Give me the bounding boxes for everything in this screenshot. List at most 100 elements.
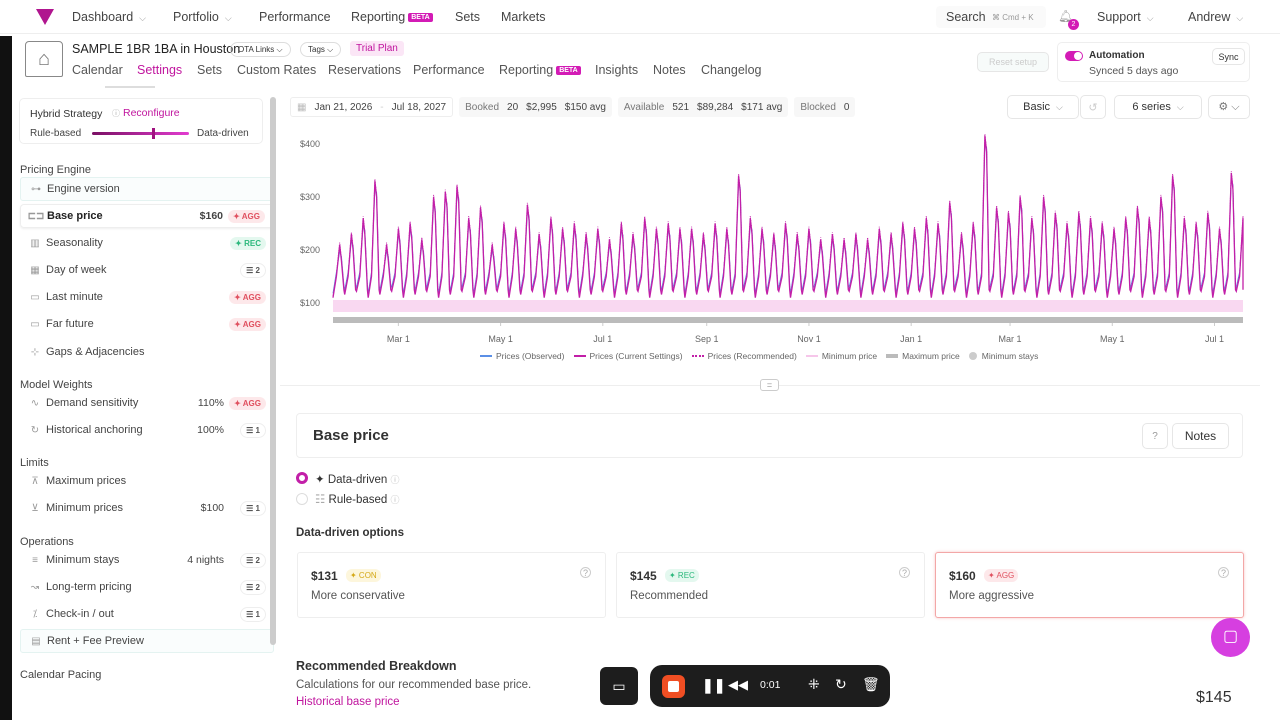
nav-performance[interactable]: Performance xyxy=(259,10,331,24)
camera-icon[interactable]: ▭ xyxy=(600,667,638,705)
sidebar-item-far-future[interactable]: ▭ Far future ✦ AGG xyxy=(20,312,274,336)
tab-custom-rates[interactable]: Custom Rates xyxy=(237,63,317,77)
sidebar-item-long-term-pricing[interactable]: ↝ Long-term pricing ☰ 2 xyxy=(20,575,274,599)
sidebar-item-minimum-stays[interactable]: ≡ Minimum stays 4 nights ☰ 2 xyxy=(20,548,274,572)
reset-icon[interactable]: ↺ xyxy=(1080,95,1106,119)
engine-icon: ⊶ xyxy=(31,183,41,195)
long-term-icon: ↝ xyxy=(30,581,40,593)
nav-reporting[interactable]: Reporting BETA xyxy=(351,10,433,24)
x-tick-label: Jan 1 xyxy=(900,334,922,344)
sidebar-item-rent-fee-preview[interactable]: ▤ Rent + Fee Preview xyxy=(20,629,274,653)
series-observed-line xyxy=(332,142,1244,294)
sidebar-item-label: Demand sensitivity xyxy=(46,397,139,409)
nav-dashboard[interactable]: Dashboard ⌵ xyxy=(72,10,146,24)
notes-button[interactable]: Notes xyxy=(1172,423,1229,449)
tab-notes[interactable]: Notes xyxy=(653,63,686,77)
chart-settings-icon[interactable]: ⚙ ⌵ xyxy=(1208,95,1250,119)
tab-reporting[interactable]: Reporting BETA xyxy=(499,63,581,77)
sidebar-item-label: Rent + Fee Preview xyxy=(47,635,144,647)
user-menu[interactable]: Andrew ⌵ xyxy=(1188,10,1244,24)
nav-portfolio[interactable]: Portfolio ⌵ xyxy=(173,10,232,24)
tab-performance[interactable]: Performance xyxy=(413,63,485,77)
tab-calendar[interactable]: Calendar xyxy=(72,63,123,77)
gaps-icon: ⊹ xyxy=(30,346,40,358)
tab-insights[interactable]: Insights xyxy=(595,63,639,77)
help-icon[interactable]: ? xyxy=(1142,423,1168,449)
booked-stats: Booked 20 $2,995 $150 avg xyxy=(459,97,612,117)
sidebar-item-day-of-week[interactable]: ▦ Day of week ☰ 2 xyxy=(20,258,274,282)
available-stats: Available 521 $89,284 $171 avg xyxy=(617,97,789,117)
tab-changelog[interactable]: Changelog xyxy=(701,63,762,77)
search-button[interactable]: Search ⌘ Cmd + K xyxy=(936,6,1046,28)
pause-button[interactable]: ❚❚ xyxy=(702,677,726,693)
restart-icon[interactable]: ↻ xyxy=(835,676,847,692)
chat-icon[interactable]: ▢ xyxy=(1211,618,1250,657)
sidebar-item-badge: ☰ 2 xyxy=(240,579,266,595)
strategy-slider[interactable] xyxy=(92,128,189,139)
series-recommended-line xyxy=(332,133,1244,296)
nav-sets[interactable]: Sets xyxy=(455,10,481,24)
breakdown-desc: Calculations for our recommended base pr… xyxy=(296,679,532,691)
radio-rule-based[interactable] xyxy=(296,493,308,505)
recorder-toolbar: ❚❚ ◀◀ 0:01 ⁜ ↻ 🗑︎ xyxy=(650,665,890,707)
x-tick-label: May 1 xyxy=(488,334,513,344)
historical-base-price-link[interactable]: Historical base price xyxy=(296,696,400,708)
trash-icon[interactable]: 🗑︎ xyxy=(862,676,880,692)
reset-setup-button[interactable]: Reset setup xyxy=(977,52,1049,72)
resize-handle[interactable]: = xyxy=(760,379,779,391)
sidebar-item-label: Historical anchoring xyxy=(46,424,143,436)
sidebar-item-historical-anchoring[interactable]: ↻ Historical anchoring 100% ☰ 1 xyxy=(20,418,274,442)
tab-reservations[interactable]: Reservations xyxy=(328,63,401,77)
date-range-picker[interactable]: ▦ Jan 21, 2026- Jul 18, 2027 xyxy=(290,97,454,117)
sidebar-scrollbar[interactable] xyxy=(270,97,276,645)
sidebar-item-badge: ✦ AGG xyxy=(229,317,266,331)
logo-icon[interactable] xyxy=(36,9,54,25)
sidebar-item-last-minute[interactable]: ▭ Last minute ✦ AGG xyxy=(20,285,274,309)
sidebar-item-badge: ✦ AGG xyxy=(228,209,265,223)
sync-button[interactable]: Sync xyxy=(1212,48,1245,65)
radio-data-driven[interactable] xyxy=(296,472,308,484)
tab-sets[interactable]: Sets xyxy=(197,63,223,77)
sidebar-item-label: Seasonality xyxy=(46,237,103,249)
sidebar-item-badge: ✦ AGG xyxy=(229,290,266,304)
support-menu[interactable]: Support ⌵ xyxy=(1097,10,1154,24)
rewind-button[interactable]: ◀◀ xyxy=(728,677,748,692)
settings-sidebar: Hybrid Strategy ⓘ Reconfigure Rule-based… xyxy=(12,90,274,720)
sidebar-item-minimum-prices[interactable]: ⊻ Minimum prices $100 ☰ 1 xyxy=(20,496,274,520)
tags-dropdown[interactable]: Tags ⌵ xyxy=(300,42,342,57)
sidebar-item-engine-version[interactable]: ⊶ Engine version xyxy=(20,177,274,201)
sidebar-item-label: Maximum prices xyxy=(46,475,127,487)
grid-icon[interactable]: ⁜ xyxy=(808,676,820,692)
x-tick-label: Sep 1 xyxy=(695,334,719,344)
sidebar-item-seasonality[interactable]: ▥ Seasonality ✦ REC xyxy=(20,231,274,255)
automation-toggle[interactable] xyxy=(1065,51,1083,61)
sidebar-item-demand-sensitivity[interactable]: ∿ Demand sensitivity 110% ✦ AGG xyxy=(20,391,274,415)
sidebar-section-heading: Pricing Engine xyxy=(20,164,91,176)
ota-links-dropdown[interactable]: OTA Links ⌵ xyxy=(230,42,291,57)
view-dropdown[interactable]: Basic ⌵ xyxy=(1007,95,1079,119)
nav-markets[interactable]: Markets xyxy=(501,10,546,24)
sidebar-item-label: Minimum prices xyxy=(46,502,124,514)
sidebar-item-check-in-out[interactable]: ⁒ Check-in / out ☰ 1 xyxy=(20,602,274,626)
x-tick-label: Mar 1 xyxy=(387,334,410,344)
help-icon: ? xyxy=(1218,567,1229,578)
option-card-conservative[interactable]: $131 ✦ CON More conservative? xyxy=(297,552,606,618)
automation-panel: Automation Synced 5 days ago Sync xyxy=(1057,42,1250,82)
sidebar-item-badge: ☰ 1 xyxy=(240,500,266,516)
sidebar-item-badge: ☰ 1 xyxy=(240,606,266,622)
tab-settings[interactable]: Settings xyxy=(137,63,183,77)
option-card-recommended[interactable]: $145 ✦ REC Recommended? xyxy=(616,552,925,618)
series-dropdown[interactable]: 6 series ⌵ xyxy=(1114,95,1202,119)
sidebar-item-maximum-prices[interactable]: ⊼ Maximum prices xyxy=(20,469,274,493)
notification-count: 2 xyxy=(1068,19,1079,30)
sidebar-item-label: Engine version xyxy=(47,183,120,195)
help-icon[interactable]: ⓘ xyxy=(112,109,120,118)
option-card-aggressive[interactable]: $160 ✦ AGG More aggressive? xyxy=(935,552,1244,618)
breakdown-title: Recommended Breakdown xyxy=(296,659,457,673)
sidebar-item-gaps-adjacencies[interactable]: ⊹ Gaps & Adjacencies xyxy=(20,340,274,364)
x-tick-label: Mar 1 xyxy=(999,334,1022,344)
check-in-icon: ⁒ xyxy=(32,608,38,620)
reconfigure-link[interactable]: Reconfigure xyxy=(123,107,180,119)
stop-button[interactable] xyxy=(662,675,685,698)
sidebar-item-base-price[interactable]: ⊏⊐ Base price $160 ✦ AGG xyxy=(20,204,274,228)
